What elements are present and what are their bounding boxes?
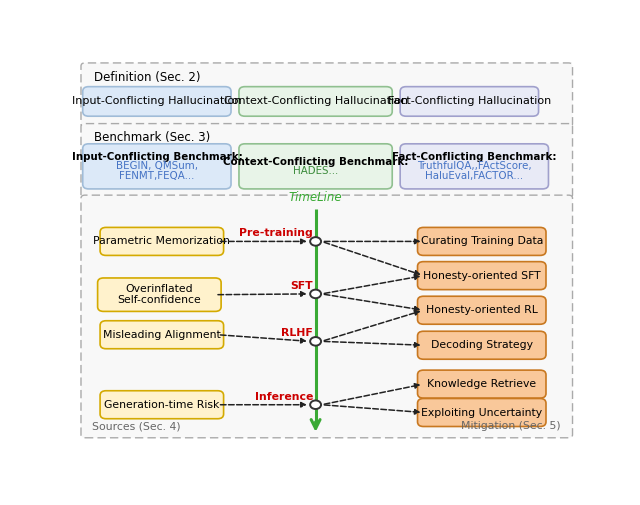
FancyBboxPatch shape <box>400 144 548 189</box>
Text: FENMT,FEQA...: FENMT,FEQA... <box>119 171 195 181</box>
FancyBboxPatch shape <box>81 124 573 198</box>
Text: Benchmark (Sec. 3): Benchmark (Sec. 3) <box>94 131 210 144</box>
Text: Honesty-oriented RL: Honesty-oriented RL <box>426 305 538 315</box>
Text: Honesty-oriented SFT: Honesty-oriented SFT <box>423 271 541 281</box>
Circle shape <box>310 337 321 345</box>
Text: Overinflated
Self-confidence: Overinflated Self-confidence <box>118 284 201 306</box>
FancyBboxPatch shape <box>417 331 546 359</box>
FancyBboxPatch shape <box>417 227 546 256</box>
FancyBboxPatch shape <box>81 195 573 438</box>
Text: Context-Conflicting Hallucination: Context-Conflicting Hallucination <box>223 96 408 107</box>
Text: Fact-Conflicting Benchmark:: Fact-Conflicting Benchmark: <box>392 152 557 162</box>
FancyBboxPatch shape <box>98 278 221 312</box>
FancyBboxPatch shape <box>100 321 223 349</box>
Text: BEGIN, QMSum,: BEGIN, QMSum, <box>116 162 198 171</box>
FancyBboxPatch shape <box>417 262 546 290</box>
Text: Decoding Strategy: Decoding Strategy <box>431 340 532 350</box>
Circle shape <box>310 290 321 298</box>
Text: HADES...: HADES... <box>293 166 338 176</box>
Text: Input-Conflicting Benchmark:: Input-Conflicting Benchmark: <box>72 152 243 162</box>
Text: Parametric Memorization: Parametric Memorization <box>93 236 230 246</box>
FancyBboxPatch shape <box>100 227 223 256</box>
FancyBboxPatch shape <box>239 144 392 189</box>
Text: Definition (Sec. 2): Definition (Sec. 2) <box>94 71 200 84</box>
FancyBboxPatch shape <box>417 296 546 324</box>
Text: RLHF: RLHF <box>282 328 313 338</box>
Text: Curating Training Data: Curating Training Data <box>420 236 543 246</box>
FancyBboxPatch shape <box>400 87 538 116</box>
Text: Sources (Sec. 4): Sources (Sec. 4) <box>92 421 181 431</box>
FancyBboxPatch shape <box>417 370 546 398</box>
Text: Fact-Conflicting Hallucination: Fact-Conflicting Hallucination <box>388 96 551 107</box>
Text: Knowledge Retrieve: Knowledge Retrieve <box>427 379 536 389</box>
Text: TruthfulQA,,FActScore,: TruthfulQA,,FActScore, <box>417 162 532 171</box>
FancyBboxPatch shape <box>83 87 231 116</box>
Text: HaluEval,FACTOR...: HaluEval,FACTOR... <box>425 171 524 181</box>
Circle shape <box>310 237 321 246</box>
Text: Context-Conflicting Benchmark:: Context-Conflicting Benchmark: <box>223 157 408 167</box>
FancyBboxPatch shape <box>83 144 231 189</box>
Text: Mitigation (Sec. 5): Mitigation (Sec. 5) <box>461 421 561 431</box>
Text: Input-Conflicting Hallucination: Input-Conflicting Hallucination <box>72 96 241 107</box>
Text: SFT: SFT <box>291 281 313 291</box>
FancyBboxPatch shape <box>100 391 223 419</box>
Text: Misleading Alignment: Misleading Alignment <box>103 330 221 340</box>
Text: Generation-time Risk: Generation-time Risk <box>104 400 220 410</box>
FancyBboxPatch shape <box>417 398 546 427</box>
Text: Inference: Inference <box>255 391 313 401</box>
Text: Exploiting Uncertainty: Exploiting Uncertainty <box>421 408 542 418</box>
Text: Pre-training: Pre-training <box>239 228 313 238</box>
FancyBboxPatch shape <box>239 87 392 116</box>
Circle shape <box>310 400 321 409</box>
Text: TimeLine: TimeLine <box>289 191 342 205</box>
FancyBboxPatch shape <box>81 63 573 127</box>
